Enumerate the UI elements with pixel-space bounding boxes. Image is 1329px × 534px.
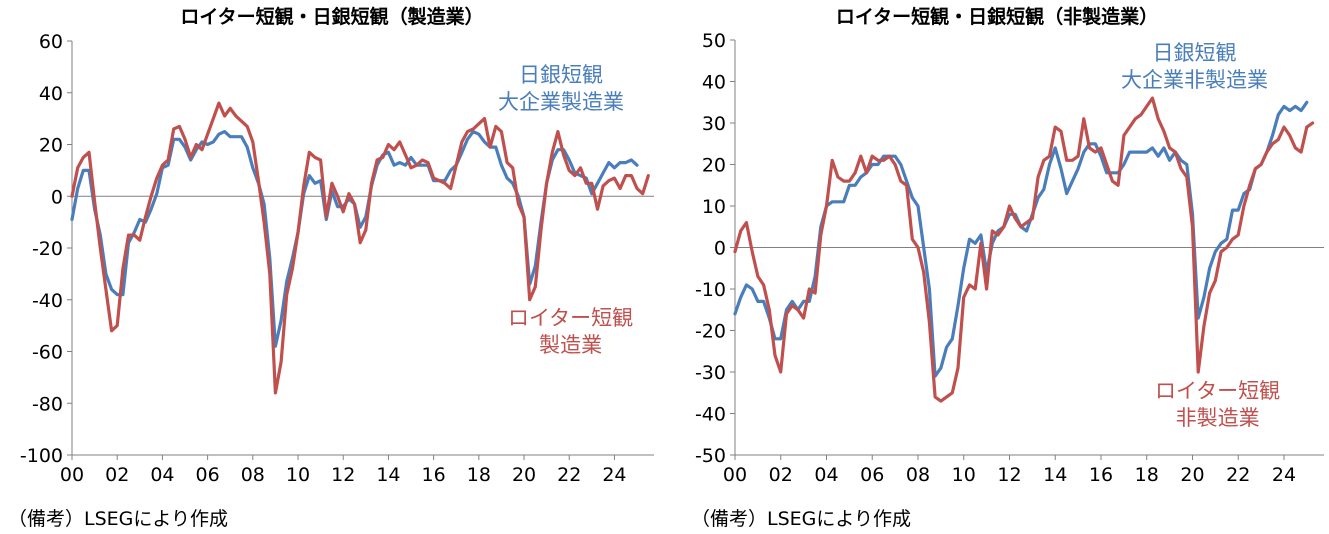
- series-label-line: 大企業非製造業: [1121, 68, 1268, 92]
- x-tick-label: 04: [814, 464, 838, 486]
- series-label-line: ロイター短観: [508, 306, 634, 330]
- y-tick-label: -40: [32, 290, 63, 312]
- x-tick-label: 06: [860, 464, 884, 486]
- y-tick-label: -30: [695, 362, 726, 384]
- series-line-reuters: [733, 96, 1315, 403]
- y-tick-label: -20: [32, 238, 63, 260]
- x-tick-label: 22: [557, 464, 581, 486]
- series-label-line: 製造業: [539, 333, 603, 357]
- x-tick-label: 08: [241, 464, 265, 486]
- x-tick-label: 18: [1135, 464, 1159, 486]
- series-label-line: 日銀短観: [1152, 41, 1237, 65]
- x-tick-label: 14: [1043, 464, 1067, 486]
- series-label-line: 非製造業: [1175, 406, 1260, 430]
- x-tick-label: 12: [331, 464, 355, 486]
- x-tick-label: 00: [723, 464, 747, 486]
- x-tick-label: 20: [512, 464, 536, 486]
- x-tick-label: 14: [376, 464, 400, 486]
- y-tick-label: -40: [695, 404, 726, 426]
- x-tick-label: 16: [422, 464, 446, 486]
- series-label-boj: 日銀短観 大企業非製造業: [1121, 40, 1268, 94]
- y-tick-label: 0: [51, 186, 63, 208]
- x-tick-label: 06: [196, 464, 220, 486]
- y-tick-label: -60: [32, 342, 63, 364]
- series-label-boj: 日銀短観 大企業製造業: [498, 62, 624, 116]
- chart-panel-manufacturing: ロイター短観・日銀短観（製造業） 60 40 20 0 -20 -40 -60 -80 -100…: [0, 0, 664, 534]
- x-tick-label: 02: [769, 464, 793, 486]
- chart-title: ロイター短観・日銀短観（製造業）: [180, 6, 484, 28]
- x-tick-label: 04: [150, 464, 174, 486]
- x-tick-label: 18: [467, 464, 491, 486]
- x-tick-label: 24: [1272, 464, 1296, 486]
- x-tick-label: 00: [60, 464, 84, 486]
- x-tick-label: 20: [1180, 464, 1204, 486]
- y-tick-label: 20: [39, 135, 63, 157]
- x-tick-label: 22: [1226, 464, 1250, 486]
- y-tick-label: 40: [39, 83, 63, 105]
- x-tick-label: 16: [1089, 464, 1113, 486]
- series-label-line: ロイター短観: [1155, 379, 1281, 403]
- x-tick-label: 10: [952, 464, 976, 486]
- chart-title: ロイター短観・日銀短観（非製造業）: [835, 6, 1159, 28]
- series-label-reuters: ロイター短観 製造業: [508, 305, 633, 359]
- series-label-line: 大企業製造業: [498, 90, 624, 114]
- y-tick-label: 0: [714, 238, 726, 260]
- x-tick-label: 02: [105, 464, 129, 486]
- y-tick-label: -20: [695, 321, 726, 343]
- source-note: （備考）LSEGにより作成: [691, 508, 911, 530]
- x-tick-label: 08: [906, 464, 930, 486]
- y-tick-label: -10: [695, 279, 726, 301]
- y-tick-label: 40: [702, 72, 726, 94]
- y-tick-label: -100: [20, 445, 63, 467]
- y-tick-label: -50: [695, 445, 726, 467]
- y-tick-label: 60: [39, 31, 63, 53]
- series-label-reuters: ロイター短観 非製造業: [1155, 378, 1280, 432]
- y-tick-label: 10: [702, 196, 726, 218]
- y-tick-label: 30: [702, 113, 726, 135]
- y-tick-label: 20: [702, 155, 726, 177]
- y-tick-label: 50: [702, 30, 726, 52]
- series-line-reuters: [70, 101, 650, 395]
- x-tick-label: 24: [602, 464, 626, 486]
- x-tick-label: 10: [286, 464, 310, 486]
- y-tick-label: -80: [32, 393, 63, 415]
- series-label-line: 日銀短観: [519, 63, 603, 87]
- source-note: （備考）LSEGにより作成: [8, 508, 228, 530]
- x-tick-label: 12: [997, 464, 1021, 486]
- chart-panel-non-manufacturing: ロイター短観・日銀短観（非製造業） 50 40 30 20 10 0 -10 -20 -30 -4…: [665, 0, 1329, 534]
